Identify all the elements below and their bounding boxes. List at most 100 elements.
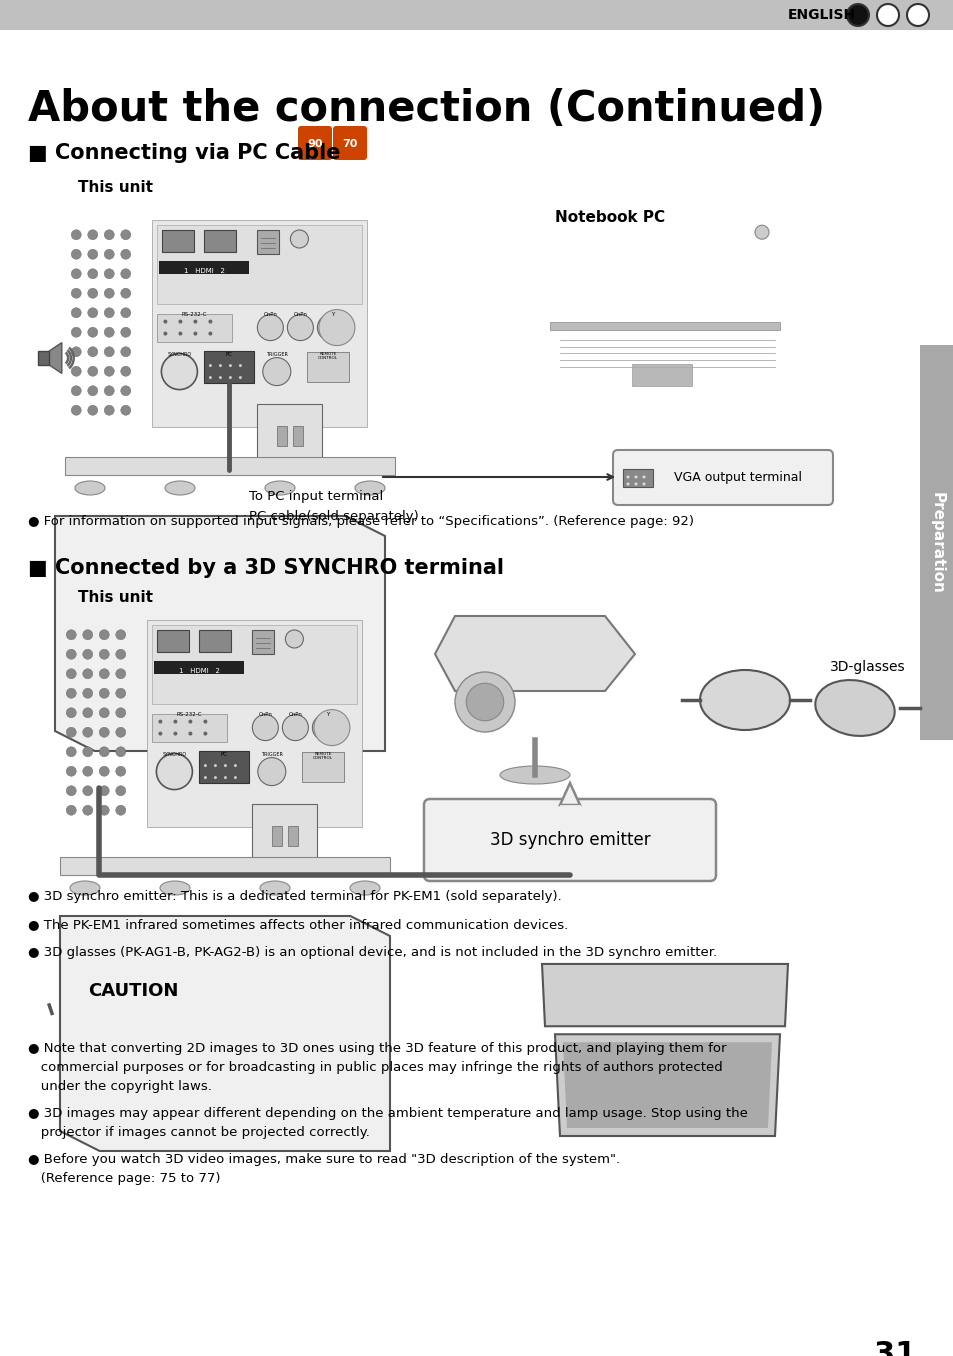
Circle shape bbox=[66, 669, 76, 679]
Circle shape bbox=[209, 376, 212, 380]
Polygon shape bbox=[60, 917, 390, 1151]
Bar bbox=[159, 260, 249, 274]
Text: 70: 70 bbox=[342, 140, 357, 149]
Text: ● 3D images may appear different depending on the ambient temperature and lamp u: ● 3D images may appear different dependi… bbox=[28, 1106, 747, 1120]
Circle shape bbox=[314, 709, 350, 746]
Text: (Reference page: 75 to 77): (Reference page: 75 to 77) bbox=[28, 1172, 220, 1185]
Circle shape bbox=[88, 347, 97, 357]
Circle shape bbox=[641, 483, 645, 485]
Text: Y: Y bbox=[325, 712, 329, 716]
Circle shape bbox=[213, 776, 216, 780]
Bar bbox=[288, 826, 298, 846]
Circle shape bbox=[71, 385, 81, 396]
Text: CnPn: CnPn bbox=[263, 312, 277, 316]
Text: Preparation: Preparation bbox=[928, 492, 943, 594]
Circle shape bbox=[99, 805, 110, 815]
Circle shape bbox=[317, 315, 343, 340]
Circle shape bbox=[115, 669, 126, 679]
Text: ● The PK-EM1 infrared sometimes affects other infrared communication devices.: ● The PK-EM1 infrared sometimes affects … bbox=[28, 918, 568, 932]
Circle shape bbox=[287, 315, 313, 340]
Circle shape bbox=[257, 758, 286, 785]
Text: VGA output terminal: VGA output terminal bbox=[673, 471, 801, 484]
Circle shape bbox=[121, 289, 131, 298]
Circle shape bbox=[115, 727, 126, 738]
Circle shape bbox=[906, 4, 928, 26]
Circle shape bbox=[66, 689, 76, 698]
Text: 3D-glasses: 3D-glasses bbox=[829, 660, 904, 674]
Circle shape bbox=[83, 629, 92, 640]
Bar bbox=[199, 631, 232, 652]
Circle shape bbox=[754, 225, 768, 239]
Circle shape bbox=[203, 732, 207, 735]
Circle shape bbox=[846, 4, 868, 26]
Text: PC: PC bbox=[226, 351, 233, 357]
Bar bbox=[253, 804, 317, 858]
Circle shape bbox=[83, 669, 92, 679]
Circle shape bbox=[193, 332, 197, 335]
Circle shape bbox=[99, 766, 110, 776]
Text: CAUTION: CAUTION bbox=[88, 982, 178, 999]
Circle shape bbox=[71, 308, 81, 317]
FancyBboxPatch shape bbox=[613, 450, 832, 504]
Ellipse shape bbox=[260, 881, 290, 895]
Ellipse shape bbox=[355, 481, 385, 495]
Bar bbox=[60, 857, 390, 875]
FancyBboxPatch shape bbox=[423, 799, 716, 881]
Circle shape bbox=[229, 376, 232, 380]
Text: 1   HDMI   2: 1 HDMI 2 bbox=[184, 268, 225, 274]
Circle shape bbox=[455, 673, 515, 732]
Circle shape bbox=[178, 320, 182, 324]
Bar bbox=[162, 231, 194, 252]
Text: commercial purposes or for broadcasting in public places may infringe the rights: commercial purposes or for broadcasting … bbox=[28, 1060, 722, 1074]
Text: PC: PC bbox=[221, 751, 228, 757]
Circle shape bbox=[104, 289, 114, 298]
Bar bbox=[550, 321, 780, 330]
FancyBboxPatch shape bbox=[199, 751, 249, 782]
Circle shape bbox=[104, 268, 114, 279]
Circle shape bbox=[173, 732, 177, 735]
Circle shape bbox=[121, 366, 131, 376]
Polygon shape bbox=[38, 351, 50, 365]
Circle shape bbox=[66, 785, 76, 796]
Bar bbox=[257, 404, 322, 458]
Circle shape bbox=[238, 363, 242, 367]
Circle shape bbox=[83, 727, 92, 738]
Circle shape bbox=[158, 720, 162, 724]
Circle shape bbox=[83, 708, 92, 717]
Bar bbox=[277, 426, 287, 446]
Circle shape bbox=[224, 763, 227, 767]
Text: About the connection (Continued): About the connection (Continued) bbox=[28, 88, 824, 130]
Ellipse shape bbox=[70, 881, 100, 895]
Circle shape bbox=[204, 763, 207, 767]
Circle shape bbox=[626, 476, 629, 479]
Circle shape bbox=[71, 405, 81, 415]
Text: SYNCHRO: SYNCHRO bbox=[167, 351, 192, 357]
Circle shape bbox=[282, 715, 308, 740]
Circle shape bbox=[163, 332, 167, 335]
Text: Y: Y bbox=[331, 312, 334, 316]
Polygon shape bbox=[555, 1035, 780, 1136]
Bar bbox=[919, 344, 953, 740]
Circle shape bbox=[66, 650, 76, 659]
Circle shape bbox=[285, 631, 303, 648]
Circle shape bbox=[104, 308, 114, 317]
Circle shape bbox=[218, 376, 222, 380]
Bar bbox=[273, 826, 282, 846]
Circle shape bbox=[88, 327, 97, 338]
Bar bbox=[152, 625, 356, 704]
Ellipse shape bbox=[160, 881, 190, 895]
Bar bbox=[0, 0, 953, 30]
Circle shape bbox=[66, 727, 76, 738]
Circle shape bbox=[634, 483, 637, 485]
Text: 31: 31 bbox=[873, 1340, 915, 1356]
Polygon shape bbox=[55, 517, 385, 751]
Text: REMOTE
CONTROL: REMOTE CONTROL bbox=[313, 751, 333, 761]
Circle shape bbox=[66, 747, 76, 757]
Text: 1   HDMI   2: 1 HDMI 2 bbox=[179, 669, 219, 674]
Circle shape bbox=[229, 363, 232, 367]
Circle shape bbox=[262, 358, 291, 385]
Circle shape bbox=[193, 320, 197, 324]
Circle shape bbox=[233, 776, 236, 780]
Ellipse shape bbox=[499, 766, 569, 784]
Text: RS-232-C: RS-232-C bbox=[181, 312, 207, 316]
